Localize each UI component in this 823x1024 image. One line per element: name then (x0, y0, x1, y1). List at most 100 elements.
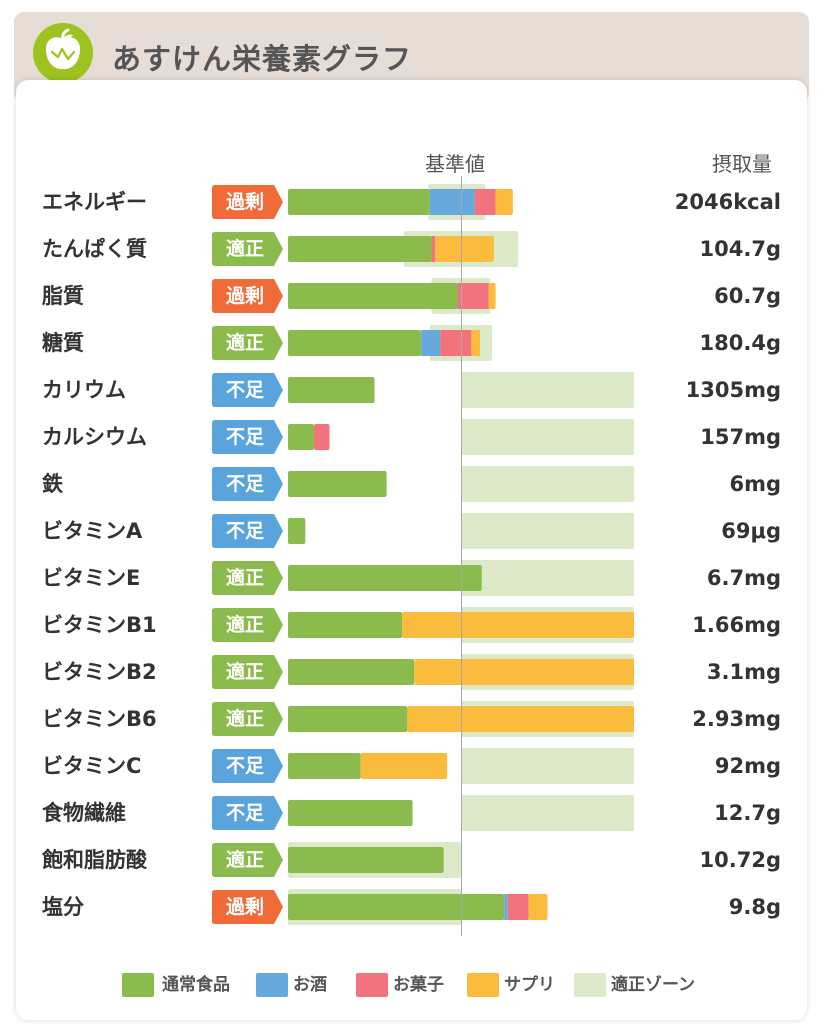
intake-value: 9.8g (728, 895, 781, 919)
nutrient-label: 糖質 (42, 331, 84, 355)
legend-swatch-supplement (467, 973, 499, 997)
status-badge: 不足 (212, 514, 284, 548)
bar-segment-food (288, 471, 387, 497)
status-badge: 適正 (212, 232, 284, 266)
legend-label-supplement: サプリ (504, 975, 555, 995)
bar-segment-supplement (407, 706, 634, 732)
status-badge: 不足 (212, 749, 284, 783)
bar-segment-snack (457, 283, 489, 309)
bar-segment-food (288, 236, 432, 262)
bar-segment-supplement (360, 753, 448, 779)
bar-segment-food (288, 706, 408, 732)
status-badge: 適正 (212, 326, 284, 360)
nutrient-label: 飽和脂肪酸 (42, 848, 147, 872)
intake-value: 60.7g (714, 284, 781, 308)
legend-swatch-zone (574, 973, 606, 997)
nutrient-label: ビタミンB2 (42, 660, 157, 684)
nutrient-label: 食物繊維 (42, 801, 126, 825)
intake-value: 2046kcal (674, 190, 781, 214)
intake-value: 1.66mg (692, 613, 781, 637)
status-badge-text: 不足 (225, 426, 264, 448)
nutrient-label: ビタミンB6 (42, 707, 157, 731)
intake-value: 92mg (714, 754, 781, 778)
bar-segment-alcohol (504, 894, 508, 920)
intake-value: 6mg (729, 472, 781, 496)
intake-header: 摂取量 (712, 152, 772, 176)
bar-segment-alcohol (429, 189, 475, 215)
intake-value: 10.72g (699, 848, 781, 872)
intake-value: 3.1mg (706, 660, 781, 684)
nutrient-label: ビタミンE (42, 566, 141, 590)
status-badge: 不足 (212, 467, 284, 501)
nutrient-label: カリウム (42, 378, 126, 402)
nutrient-label: 脂質 (42, 284, 84, 308)
bar-segment-food (288, 894, 505, 920)
bar-segment-food (288, 330, 422, 356)
status-badge: 適正 (212, 655, 284, 689)
apple-icon (33, 23, 93, 83)
status-badge-text: 不足 (225, 379, 264, 401)
legend-label-food: 通常食品 (162, 975, 230, 995)
bar-segment-supplement (471, 330, 481, 356)
nutrient-label: たんぱく質 (42, 237, 147, 261)
legend-swatch-food (122, 973, 154, 997)
status-badge: 過剰 (212, 279, 284, 313)
bar-segment-food (288, 565, 482, 591)
target-zone (461, 795, 634, 831)
bar-segment-food (288, 283, 458, 309)
bar-segment-food (288, 377, 375, 403)
status-badge-text: 不足 (225, 473, 264, 495)
bar-segment-food (288, 800, 413, 826)
intake-value: 1305mg (685, 378, 781, 402)
bar-segment-snack (474, 189, 496, 215)
status-badge: 適正 (212, 561, 284, 595)
status-badge-text: 適正 (225, 332, 264, 354)
nutrient-label: ビタミンA (42, 519, 143, 543)
bar-segment-snack (431, 236, 436, 262)
bar-segment-food (288, 518, 306, 544)
status-badge-text: 適正 (225, 567, 264, 589)
bar-segment-food (288, 847, 444, 873)
bar-segment-food (288, 753, 361, 779)
intake-value: 157mg (700, 425, 781, 449)
target-zone (461, 372, 634, 408)
bar-segment-supplement (488, 283, 496, 309)
bar-segment-alcohol (421, 330, 441, 356)
bar-segment-food (288, 612, 403, 638)
status-badge-text: 不足 (225, 520, 264, 542)
status-badge-text: 適正 (225, 708, 264, 730)
legend-label-snack: お菓子 (393, 975, 444, 995)
legend-label-zone: 適正ゾーン (611, 975, 696, 995)
intake-value: 6.7mg (706, 566, 781, 590)
status-badge: 過剰 (212, 890, 284, 924)
legend-swatch-snack (356, 973, 388, 997)
bar-segment-food (288, 189, 430, 215)
status-badge: 適正 (212, 843, 284, 877)
intake-value: 12.7g (714, 801, 781, 825)
status-badge: 適正 (212, 702, 284, 736)
bar-segment-snack (440, 330, 472, 356)
status-badge-text: 過剰 (225, 285, 264, 307)
intake-value: 69μg (721, 519, 781, 543)
nutrient-label: ビタミンC (42, 754, 142, 778)
bar-segment-snack (313, 424, 330, 450)
bar-segment-food (288, 424, 314, 450)
nutrient-label: 鉄 (42, 472, 63, 496)
status-badge: 不足 (212, 373, 284, 407)
legend-swatch-alcohol (256, 973, 288, 997)
intake-value: 180.4g (699, 331, 781, 355)
page-title: あすけん栄養素グラフ (112, 42, 413, 76)
bar-segment-food (288, 659, 415, 685)
target-zone (461, 513, 634, 549)
status-badge-text: 不足 (225, 802, 264, 824)
intake-value: 2.93mg (692, 707, 781, 731)
target-zone (461, 466, 634, 502)
status-badge: 不足 (212, 796, 284, 830)
status-badge: 過剰 (212, 185, 284, 219)
status-badge-text: 適正 (225, 238, 264, 260)
status-badge: 適正 (212, 608, 284, 642)
status-badge-text: 過剰 (225, 896, 264, 918)
nutrient-label: 塩分 (42, 895, 84, 919)
status-badge-text: 過剰 (225, 191, 264, 213)
target-zone (461, 560, 634, 596)
